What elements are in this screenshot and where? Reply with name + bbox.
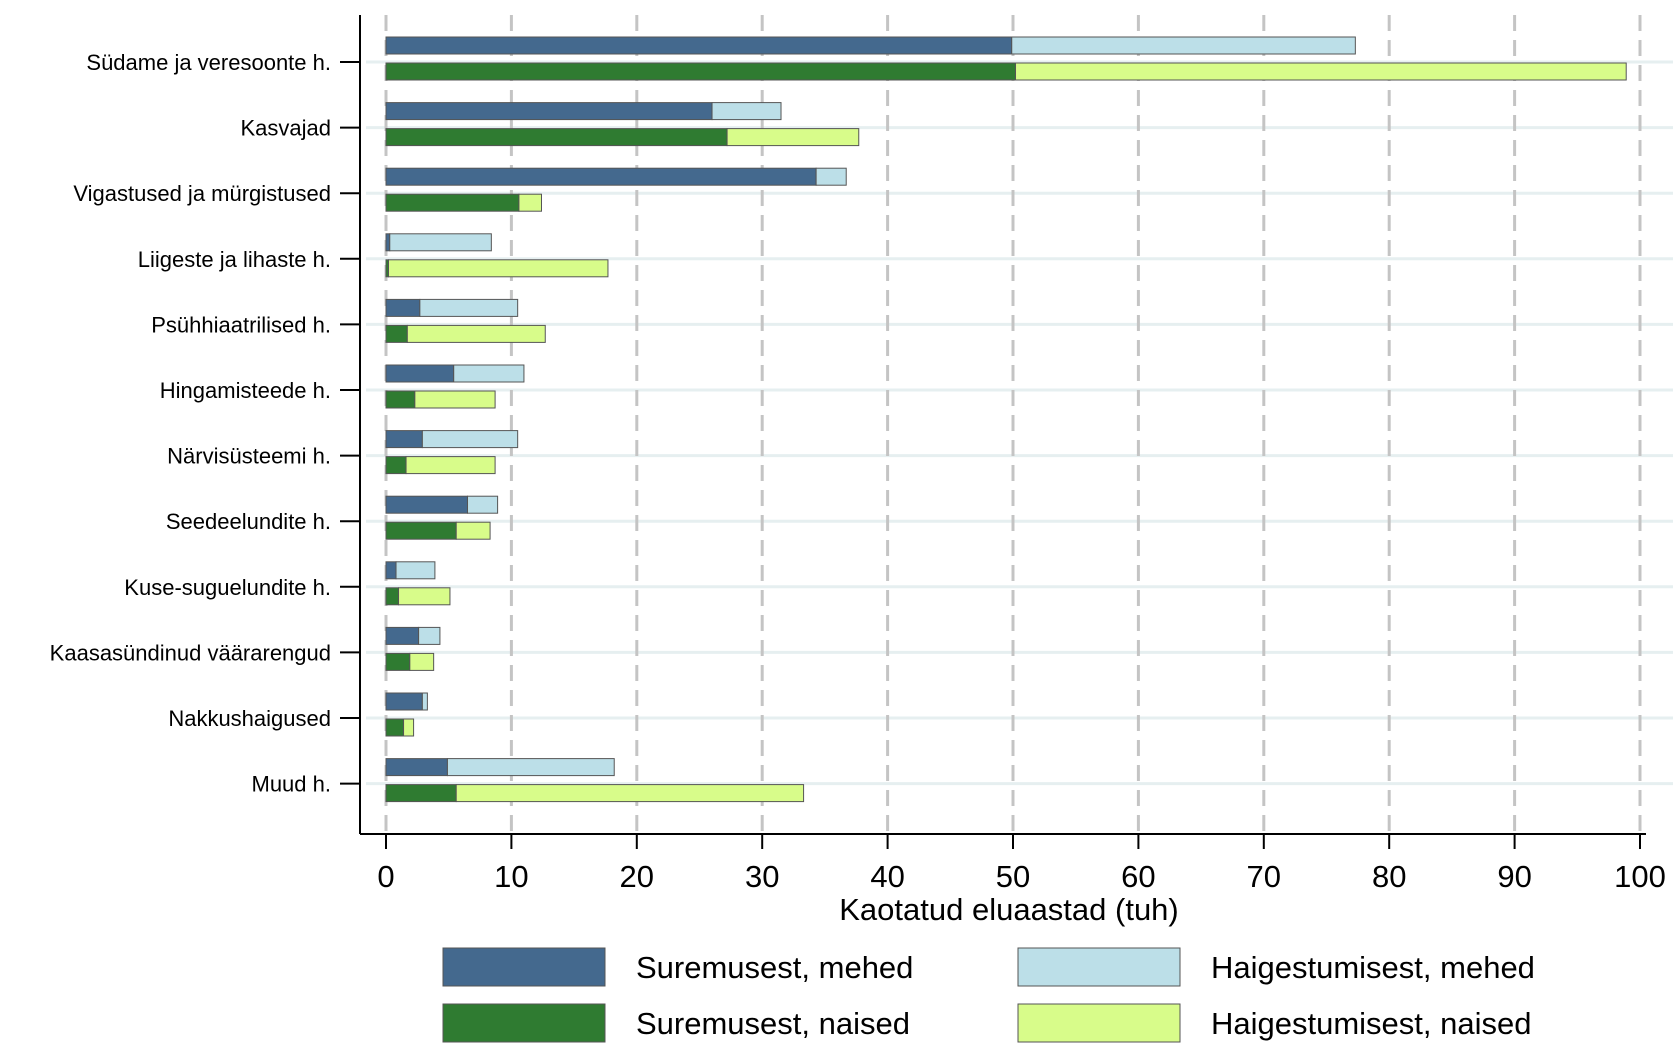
bar-haigestumisest-naised (406, 324, 546, 343)
bar-suremusest-naised (385, 652, 411, 671)
bar-haigestumisest-mehed (389, 233, 492, 252)
bar-haigestumisest-mehed (467, 495, 499, 514)
bar-suremusest-naised (385, 193, 520, 212)
x-axis-label: Kaotatud eluaastad (tuh) (839, 892, 1179, 927)
bar-suremusest-mehed (385, 495, 469, 514)
legend-label: Haigestumisest, mehed (1211, 950, 1535, 985)
bar-suremusest-mehed (385, 298, 421, 317)
bar-haigestumisest-mehed (419, 298, 519, 317)
bar-suremusest-naised (385, 324, 408, 343)
bar-suremusest-naised (385, 521, 457, 540)
bar-haigestumisest-naised (726, 128, 860, 147)
bar-suremusest-mehed (385, 102, 713, 121)
bar-haigestumisest-mehed (453, 364, 525, 383)
y-tick-label: Hingamisteede h. (160, 378, 331, 403)
legend: Suremusest, mehed Haigestumisest, mehed Su… (442, 947, 1535, 1043)
x-tick-label: 10 (494, 859, 528, 894)
bar-haigestumisest-naised (1015, 62, 1627, 81)
bar-haigestumisest-mehed (815, 167, 847, 186)
bars (385, 36, 1627, 803)
bar-suremusest-naised (385, 718, 405, 737)
x-tick-label: 20 (620, 859, 654, 894)
x-tick-label: 60 (1121, 859, 1155, 894)
bar-suremusest-mehed (385, 364, 455, 383)
x-tick-label: 0 (377, 859, 394, 894)
y-tick-label: Närvisüsteemi h. (167, 444, 331, 469)
axes (340, 15, 1646, 849)
bar-suremusest-mehed (385, 167, 817, 186)
bar-suremusest-naised (385, 62, 1017, 81)
bar-haigestumisest-naised (518, 193, 542, 212)
legend-label: Suremusest, naised (636, 1006, 910, 1041)
x-tick-labels: 0 10 20 30 40 50 60 70 80 90 100 (377, 859, 1665, 894)
bar-haigestumisest-naised (455, 521, 491, 540)
y-tick-label: Muud h. (252, 772, 332, 797)
bar-haigestumisest-naised (403, 718, 415, 737)
bar-haigestumisest-naised (398, 587, 451, 606)
y-tick-label: Kasvajad (240, 116, 331, 141)
bar-haigestumisest-naised (414, 390, 496, 409)
y-tick-label: Psühhiaatrilised h. (151, 312, 331, 337)
bar-haigestumisest-naised (409, 652, 435, 671)
y-tick-label: Liigeste ja lihaste h. (138, 247, 331, 272)
legend-label: Haigestumisest, naised (1211, 1006, 1532, 1041)
bar-haigestumisest-mehed (1011, 36, 1356, 55)
y-tick-label: Seedeelundite h. (166, 509, 331, 534)
bar-suremusest-naised (385, 784, 457, 803)
x-tick-label: 40 (870, 859, 904, 894)
y-tick-label: Kaasasündinud väärarengud (50, 640, 331, 665)
x-tick-label: 70 (1247, 859, 1281, 894)
bar-haigestumisest-mehed (395, 561, 436, 580)
legend-swatch (1017, 1003, 1181, 1043)
legend-label: Suremusest, mehed (636, 950, 913, 985)
x-tick-label: 50 (996, 859, 1030, 894)
bar-suremusest-mehed (385, 430, 423, 449)
bar-haigestumisest-naised (388, 259, 609, 278)
bar-suremusest-mehed (385, 233, 391, 252)
bar-haigestumisest-mehed (446, 758, 615, 777)
bar-haigestumisest-naised (455, 784, 805, 803)
bar-suremusest-mehed (385, 692, 423, 711)
bar-haigestumisest-mehed (418, 626, 441, 645)
legend-swatch (1017, 947, 1181, 987)
bar-suremusest-naised (385, 587, 400, 606)
bar-suremusest-naised (385, 390, 416, 409)
bar-suremusest-naised (385, 128, 728, 147)
bar-haigestumisest-mehed (421, 692, 428, 711)
bar-suremusest-mehed (385, 36, 1013, 55)
row-lines (366, 60, 1673, 786)
x-tick-label: 100 (1614, 859, 1666, 894)
x-tick-label: 90 (1497, 859, 1531, 894)
y-tick-labels: Südame ja veresoonte h. Kasvajad Vigastuse… (50, 50, 331, 797)
bar-suremusest-mehed (385, 561, 397, 580)
x-tick-label: 80 (1372, 859, 1406, 894)
bar-haigestumisest-mehed (421, 430, 519, 449)
legend-swatch (442, 947, 606, 987)
y-tick-label: Vigastused ja mürgistused (73, 181, 331, 206)
y-tick-label: Kuse-suguelundite h. (124, 575, 331, 600)
legend-swatch (442, 1003, 606, 1043)
bar-haigestumisest-naised (405, 456, 496, 475)
bar-suremusest-naised (385, 456, 407, 475)
bar-haigestumisest-mehed (711, 102, 782, 121)
y-tick-label: Südame ja veresoonte h. (86, 50, 331, 75)
y-tick-label: Nakkushaigused (168, 706, 331, 731)
bar-suremusest-mehed (385, 626, 420, 645)
x-tick-label: 30 (745, 859, 779, 894)
bar-suremusest-mehed (385, 758, 448, 777)
